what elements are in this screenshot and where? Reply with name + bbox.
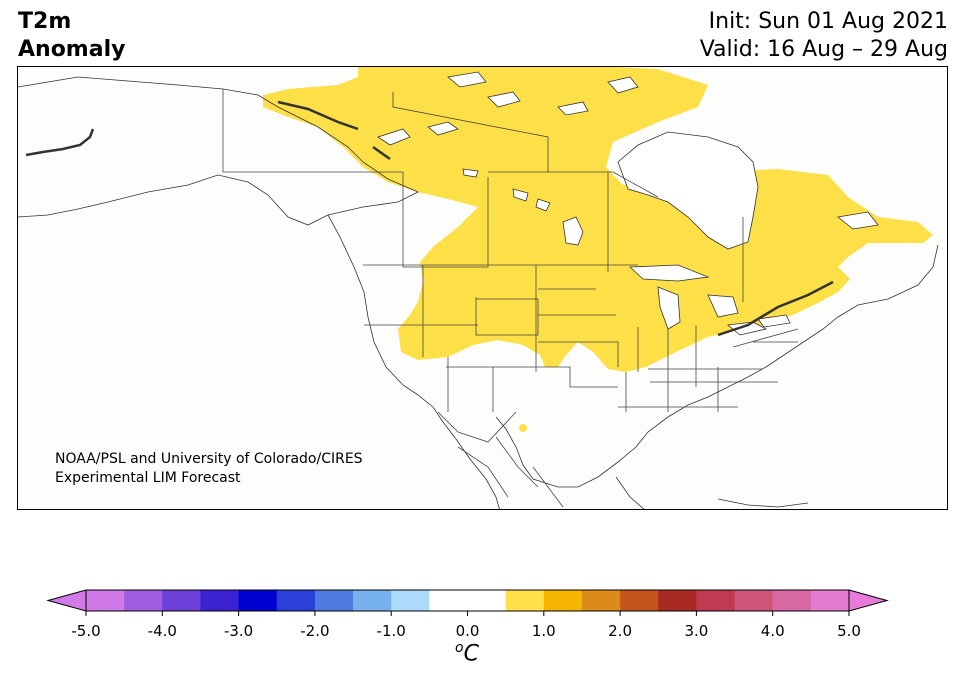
rivers [25, 100, 834, 337]
colorbar-tick-label: -5.0 [71, 622, 101, 640]
map-title: T2m Anomaly [18, 8, 125, 64]
colorbar-bin [276, 590, 316, 611]
colorbar-tick-label: -3.0 [223, 622, 254, 640]
colorbar-tick-label: -2.0 [300, 622, 330, 640]
map-panel [17, 66, 948, 510]
colorbar-bin [810, 590, 850, 611]
init-date: Init: Sun 01 Aug 2021 [708, 9, 948, 34]
political-borders [222, 89, 799, 508]
colorbar-bin [238, 590, 278, 611]
credit-line-1: NOAA/PSL and University of Colorado/CIRE… [55, 451, 363, 467]
title-line-1: T2m [18, 9, 72, 34]
colorbar-bin [505, 590, 545, 611]
colorbar-bin [658, 590, 697, 611]
colorbar-bin [124, 590, 163, 611]
colorbar-tick-label: -4.0 [147, 622, 177, 640]
unit-degree: o [455, 640, 464, 656]
north-america-map [18, 67, 939, 509]
valid-period: Valid: 16 Aug – 29 Aug [699, 37, 948, 62]
colorbar-bin [581, 590, 621, 611]
colorbar-bin [353, 590, 392, 611]
forecast-dates: Init: Sun 01 Aug 2021 Valid: 16 Aug – 29… [700, 8, 948, 64]
coastlines [18, 76, 939, 509]
unit-celsius: C [463, 641, 479, 667]
forecast-credit: NOAA/PSL and University of Colorado/CIRE… [55, 450, 363, 488]
colorbar-unit-label: oC [455, 640, 479, 666]
colorbar-overflow-arrow [848, 589, 889, 612]
warm-anomaly-region [263, 67, 933, 432]
colorbar-tick-label: 5.0 [837, 622, 861, 640]
colorbar-bin [200, 590, 240, 611]
colorbar-bin [391, 590, 430, 611]
colorbar-bin [696, 590, 736, 611]
colorbar-tick-label: -1.0 [376, 622, 406, 640]
colorbar-bin [543, 590, 583, 611]
colorbar-tick-label: 4.0 [760, 622, 785, 640]
colorbar-bin [314, 590, 354, 611]
colorbar-tick-label: 1.0 [531, 622, 556, 640]
colorbar-tick-label: 0.0 [455, 622, 480, 640]
title-line-2: Anomaly [18, 37, 126, 62]
credit-line-2: Experimental LIM Forecast [55, 470, 241, 486]
colorbar-bin [620, 590, 659, 611]
colorbar-tick-label: 2.0 [608, 622, 633, 640]
colorbar-bin [429, 590, 507, 611]
colorbar-bin [162, 590, 201, 611]
colorbar-underflow-arrow [46, 589, 87, 612]
colorbar-tick-label: 3.0 [684, 622, 709, 640]
colorbar-bin [772, 590, 812, 611]
colorbar-bin [86, 590, 125, 611]
water-bodies [377, 71, 879, 336]
colorbar-bin [734, 590, 774, 611]
